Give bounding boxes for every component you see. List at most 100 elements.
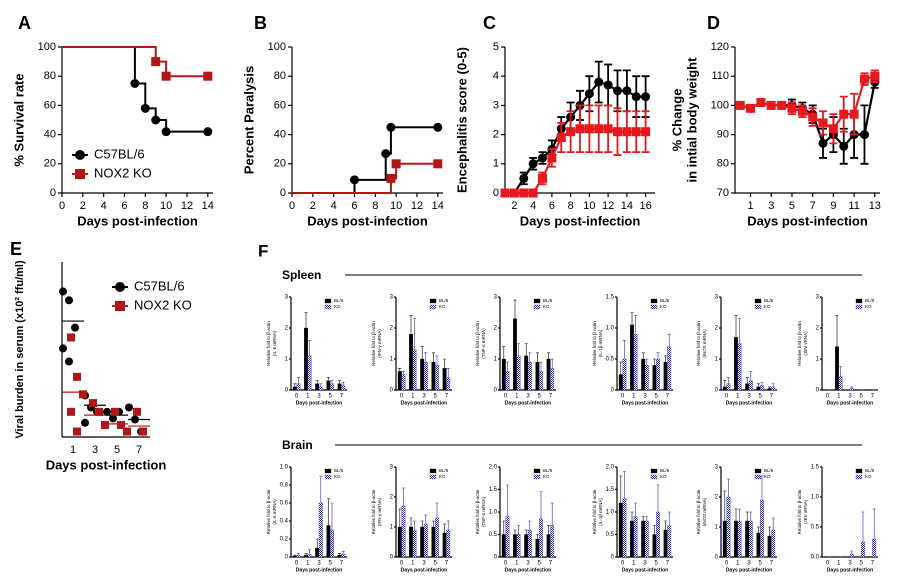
y-tick-label: 0.0 (811, 555, 820, 561)
marker (386, 173, 396, 183)
y-axis-label: (JEV vRNA) (803, 499, 808, 524)
x-tick-label: 1 (515, 394, 519, 400)
x-tick-label: 4 (331, 200, 337, 212)
error-bar (341, 551, 345, 555)
marker (73, 372, 81, 381)
marker (566, 127, 576, 137)
error-bar (296, 553, 300, 556)
bar (760, 499, 764, 558)
bar (760, 385, 764, 391)
error-bar (446, 368, 450, 378)
error-bar (413, 318, 417, 350)
y-axis-label: Relative fold to β-actin (266, 321, 271, 366)
error-bar (872, 508, 876, 539)
error-bar (308, 549, 312, 555)
x-tick-label: 14 (202, 200, 214, 212)
bar (535, 538, 540, 558)
legend-marker (115, 301, 125, 311)
error-bar (446, 520, 450, 530)
y-axis-label: (iNOS mRNA) (702, 329, 707, 358)
legend-label: BL/6 (865, 468, 875, 473)
x-tick-label: 8 (568, 200, 574, 212)
y-tick-label: 1.5 (489, 487, 498, 493)
x-tick-label: 0 (295, 561, 299, 567)
error-bar (547, 352, 551, 359)
y-tick-label: 1 (390, 525, 394, 531)
marker (613, 86, 622, 96)
y-tick-label: 2 (285, 326, 289, 332)
bar (435, 517, 439, 558)
y-tick-label: 2.0 (606, 465, 615, 471)
y-tick-label: 0.2 (280, 537, 289, 543)
error-bar (850, 550, 854, 554)
legend-swatch (754, 298, 762, 304)
error-bar (539, 491, 543, 519)
y-tick-label: 0.8 (280, 483, 289, 489)
legend-label: NOX2 KO (134, 297, 192, 312)
legend-swatch (324, 474, 332, 480)
y-tick-label: 3 (494, 295, 498, 301)
error-bar (401, 487, 405, 506)
marker (808, 112, 818, 122)
legend-label: NOX2 KO (94, 165, 152, 180)
y-tick-label: 4 (493, 70, 499, 82)
bar (630, 520, 634, 558)
y-axis-label: (JEV vRNA) (803, 331, 808, 356)
y-tick-label: 3 (493, 99, 499, 111)
y-tick-label: 1.0 (606, 510, 615, 516)
y-tick-label: 0 (611, 555, 615, 561)
bar (292, 555, 297, 558)
y-tick-label: 0 (611, 388, 615, 394)
x-tick-label: 1 (747, 200, 753, 212)
bar (849, 553, 854, 558)
x-axis-label: Days post-infection (520, 213, 641, 228)
error-bar (835, 315, 839, 347)
bar (737, 520, 742, 558)
x-tick-label: 1 (632, 394, 636, 400)
y-tick-label: 1 (715, 525, 719, 531)
x-tick-label: 3 (848, 561, 852, 567)
error-bar (443, 523, 447, 533)
x-tick-label: 2 (511, 200, 517, 212)
bar (397, 371, 402, 391)
error-bar (308, 340, 312, 356)
error-bar (535, 352, 539, 363)
y-axis-label: % Change (669, 89, 684, 152)
legend-label: BL/6 (543, 468, 553, 473)
y-axis-label: Encephalitis score (0-5) (454, 47, 469, 193)
bar (442, 368, 447, 391)
error-bar (539, 361, 543, 372)
legend-label: BL/6 (334, 468, 344, 473)
error-bar (535, 534, 539, 539)
marker (151, 115, 161, 125)
marker (203, 71, 213, 81)
marker (777, 100, 787, 110)
y-tick-label: 1 (285, 357, 289, 363)
x-tick-label: 13 (869, 200, 881, 212)
error-bar (771, 383, 775, 387)
y-tick-label: 0.5 (606, 357, 615, 363)
x-tick-label: 7 (549, 394, 553, 400)
bar (756, 532, 761, 558)
x-tick-label: 5 (860, 561, 864, 567)
x-axis-label: Days post-infection (726, 400, 772, 406)
error-bar (341, 381, 345, 386)
bar (397, 526, 402, 558)
legend-label: KO (439, 304, 446, 309)
error-bar (431, 352, 435, 363)
legend-label: BL/6 (865, 298, 875, 303)
x-tick-label: 1 (632, 561, 636, 567)
x-tick-label: 5 (759, 561, 763, 567)
marker (538, 153, 547, 163)
step-line (62, 46, 208, 78)
x-axis-label: Days post-infection (622, 567, 668, 573)
legend-label: KO (660, 304, 667, 309)
legend-swatch (855, 298, 863, 304)
marker (603, 80, 613, 90)
marker (381, 149, 391, 159)
y-tick-label: 80 (44, 70, 56, 82)
bar (539, 371, 543, 391)
marker (123, 427, 131, 436)
bar (663, 529, 668, 558)
bar (412, 529, 417, 558)
